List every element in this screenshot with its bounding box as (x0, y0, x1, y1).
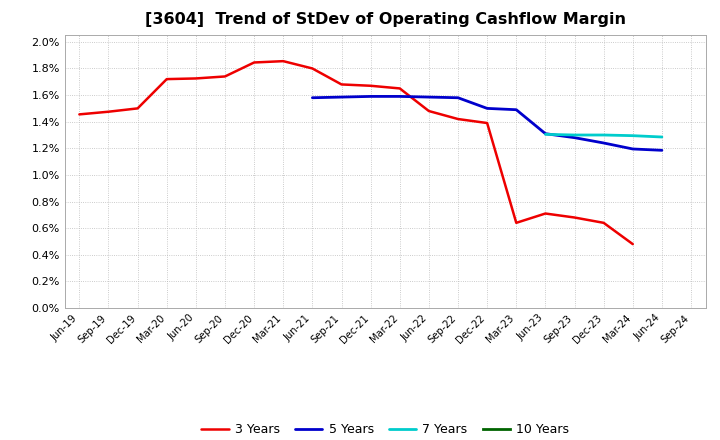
7 Years (629, 133, 637, 138)
3 Years (599, 220, 608, 225)
3 Years (75, 112, 84, 117)
5 Years (570, 135, 579, 140)
5 Years (454, 95, 462, 100)
3 Years (454, 117, 462, 122)
Legend: 3 Years, 5 Years, 7 Years, 10 Years: 3 Years, 5 Years, 7 Years, 10 Years (196, 418, 575, 440)
3 Years (512, 220, 521, 225)
3 Years (629, 242, 637, 247)
7 Years (599, 132, 608, 138)
3 Years (425, 108, 433, 114)
3 Years (279, 59, 287, 64)
5 Years (308, 95, 317, 100)
3 Years (133, 106, 142, 111)
3 Years (570, 215, 579, 220)
3 Years (220, 74, 229, 79)
3 Years (541, 211, 550, 216)
5 Years (483, 106, 492, 111)
Line: 3 Years: 3 Years (79, 61, 633, 244)
3 Years (337, 82, 346, 87)
5 Years (512, 107, 521, 112)
7 Years (541, 132, 550, 137)
3 Years (366, 83, 375, 88)
5 Years (541, 131, 550, 136)
5 Years (366, 94, 375, 99)
3 Years (192, 76, 200, 81)
5 Years (425, 95, 433, 100)
3 Years (483, 121, 492, 126)
3 Years (163, 77, 171, 82)
Title: [3604]  Trend of StDev of Operating Cashflow Margin: [3604] Trend of StDev of Operating Cashf… (145, 12, 626, 27)
5 Years (395, 94, 404, 99)
Line: 5 Years: 5 Years (312, 96, 662, 150)
3 Years (104, 109, 113, 114)
3 Years (308, 66, 317, 71)
7 Years (570, 132, 579, 138)
5 Years (657, 148, 666, 153)
Line: 7 Years: 7 Years (546, 134, 662, 137)
3 Years (395, 86, 404, 91)
3 Years (250, 60, 258, 65)
7 Years (657, 134, 666, 139)
5 Years (599, 140, 608, 146)
5 Years (337, 95, 346, 100)
5 Years (629, 147, 637, 152)
